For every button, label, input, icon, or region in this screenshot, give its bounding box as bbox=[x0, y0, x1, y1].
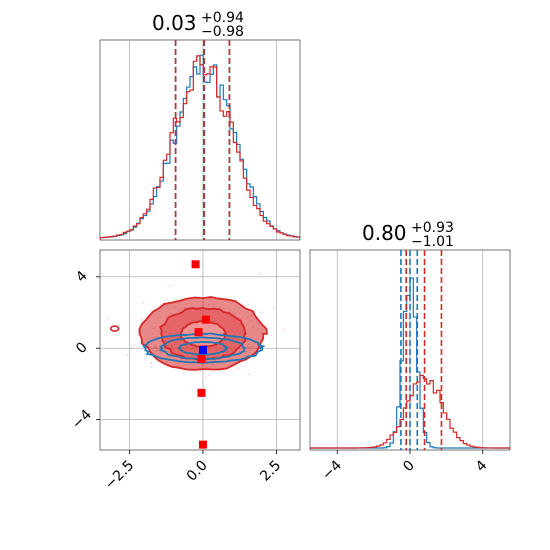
marker-point-5 bbox=[198, 440, 207, 449]
outlier-contour bbox=[109, 325, 120, 332]
sample-point bbox=[273, 307, 276, 310]
sample-point bbox=[150, 362, 153, 365]
sample-point bbox=[130, 346, 133, 349]
title1-lower: −0.98 bbox=[201, 24, 244, 40]
sample-point bbox=[141, 318, 144, 320]
ytick-label-2d-1: 0 bbox=[73, 339, 91, 357]
sample-point bbox=[208, 374, 211, 377]
contour-1-level-1 bbox=[159, 336, 247, 360]
hist-series-1 bbox=[100, 55, 300, 240]
sample-point bbox=[248, 373, 251, 376]
title1-upper: +0.94 bbox=[201, 10, 244, 26]
marker-point-1 bbox=[201, 315, 210, 324]
xtick-label-p2-1: 0 bbox=[400, 458, 418, 476]
xtick-label-2d-0: −2.5 bbox=[102, 458, 137, 493]
sample-point bbox=[282, 328, 285, 331]
sample-point bbox=[140, 320, 143, 323]
truth-marker bbox=[198, 346, 207, 354]
hist-series-1 bbox=[310, 374, 510, 450]
ytick-label-2d-0: −4 bbox=[69, 407, 95, 433]
joint-panel-grid bbox=[100, 250, 300, 450]
hist-panel-param1: 0.03 +0.94 −0.98 bbox=[99, 10, 301, 241]
joint-panel-frame bbox=[99, 249, 301, 451]
sample-point bbox=[150, 365, 153, 368]
sample-point bbox=[252, 356, 255, 359]
title2-upper: +0.93 bbox=[411, 220, 454, 236]
hist-panel-param1-series bbox=[100, 40, 300, 240]
title2-main: 0.80 bbox=[362, 221, 407, 245]
hist-panel-param2-series bbox=[310, 250, 510, 450]
sample-point bbox=[258, 272, 261, 275]
xtick-label-2d-2: 2.5 bbox=[257, 458, 284, 485]
sample-point bbox=[199, 370, 202, 373]
xtick-label-p2-0: −4 bbox=[319, 457, 345, 483]
title2-lower: −1.01 bbox=[411, 234, 454, 250]
contour-1-level-2 bbox=[142, 332, 266, 364]
joint-panel-xticks: −2.5 0.0 2.5 bbox=[102, 450, 284, 493]
sample-point bbox=[126, 353, 129, 356]
joint-panel-yticks: −4 0 4 bbox=[69, 268, 100, 433]
title1-main: 0.03 bbox=[152, 11, 197, 35]
sample-point bbox=[205, 376, 207, 379]
hist-panel-param1-frame bbox=[99, 39, 301, 241]
sample-point bbox=[236, 367, 239, 370]
sample-point bbox=[169, 285, 172, 288]
hist-panel-param2-xticks: −4 0 4 bbox=[319, 450, 491, 483]
joint-panel-marks bbox=[106, 260, 303, 449]
marker-point-4 bbox=[197, 388, 206, 397]
hist-series-0 bbox=[100, 54, 300, 240]
marker-point-3 bbox=[197, 354, 206, 363]
marker-point-0 bbox=[191, 260, 200, 269]
sample-point bbox=[132, 344, 135, 347]
xtick-label-2d-1: 0.0 bbox=[184, 458, 211, 485]
hist-panel-param1-title: 0.03 +0.94 −0.98 bbox=[152, 10, 244, 40]
xtick-label-p2-2: 4 bbox=[473, 457, 491, 475]
ytick-label-2d-2: 4 bbox=[73, 268, 91, 286]
hist-panel-param2-title: 0.80 +0.93 −1.01 bbox=[362, 220, 454, 250]
marker-point-2 bbox=[194, 328, 203, 337]
sample-point bbox=[261, 311, 263, 314]
sample-point bbox=[301, 355, 303, 357]
sample-point bbox=[142, 301, 145, 304]
sample-point bbox=[106, 316, 109, 319]
joint-panel: −2.5 0.0 2.5 −4 0 4 bbox=[69, 249, 303, 493]
hist-panel-param2: 0.80 +0.93 −1.01 −4 0 4 bbox=[309, 220, 511, 483]
contour-1-level-0 bbox=[177, 340, 229, 356]
